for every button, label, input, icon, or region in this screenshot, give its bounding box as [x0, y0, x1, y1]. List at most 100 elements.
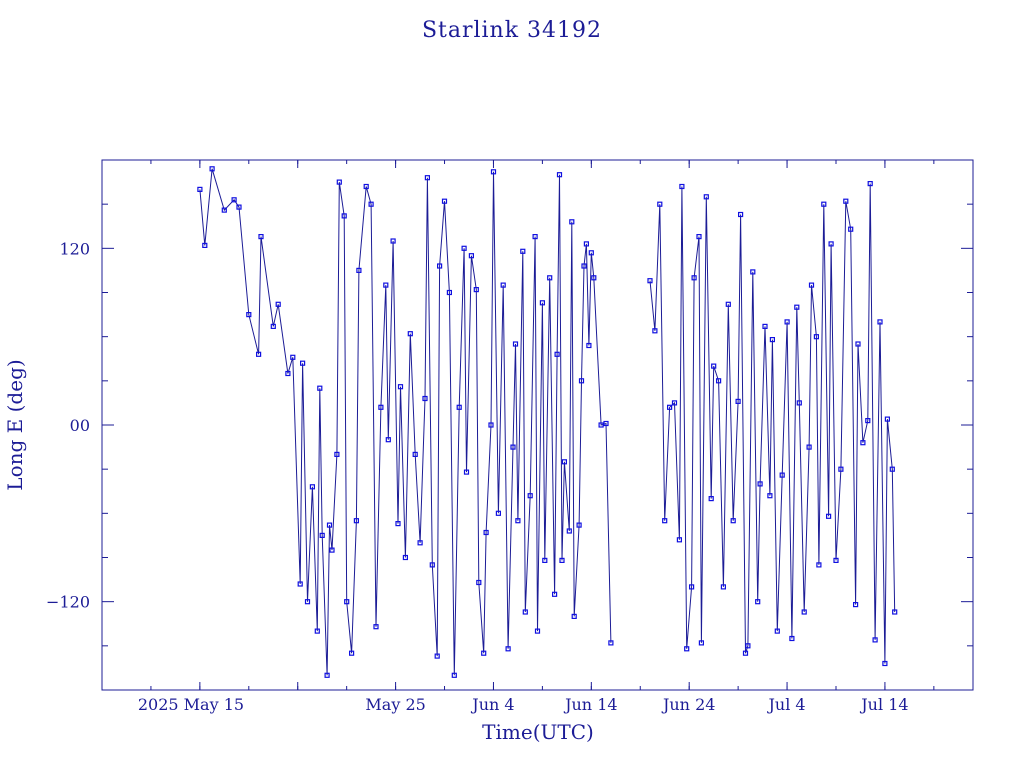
data-point — [730, 518, 736, 524]
data-point — [319, 532, 325, 539]
data-point — [848, 226, 854, 232]
data-point — [757, 481, 763, 487]
data-point — [451, 672, 457, 678]
data-point — [884, 416, 891, 422]
data-point — [762, 323, 768, 329]
data-point — [652, 328, 658, 334]
data-point — [353, 518, 359, 524]
data-point — [344, 599, 350, 605]
data-point — [510, 444, 516, 450]
data-point — [422, 395, 428, 402]
data-point — [324, 672, 330, 678]
data-point — [407, 331, 413, 337]
series-lines — [199, 168, 896, 676]
x-axis-label: Time(UTC) — [482, 720, 594, 744]
data-point — [825, 513, 832, 519]
data-point — [591, 275, 597, 281]
data-point — [852, 601, 859, 608]
data-point — [522, 609, 528, 615]
data-point — [476, 579, 482, 586]
data-point — [209, 166, 215, 172]
y-axis-label: Long E (deg) — [3, 359, 27, 490]
data-point — [527, 493, 533, 499]
data-point — [742, 650, 749, 656]
data-point — [608, 640, 614, 646]
data-point — [671, 400, 678, 406]
data-point — [769, 337, 776, 343]
data-point — [395, 520, 401, 527]
data-point — [483, 529, 489, 536]
data-point — [236, 204, 242, 210]
data-point — [424, 175, 430, 181]
data-point — [221, 207, 227, 213]
data-point — [598, 422, 604, 428]
data-point — [691, 275, 697, 281]
data-point — [882, 660, 888, 667]
x-tick-label: Jun 24 — [661, 695, 715, 714]
data-point — [794, 304, 800, 310]
data-point — [304, 599, 311, 605]
data-point — [437, 263, 443, 269]
data-point — [534, 628, 541, 634]
data-point — [855, 341, 861, 347]
series-line — [199, 168, 612, 676]
data-point — [588, 250, 594, 256]
data-point — [329, 547, 335, 553]
data-point — [755, 599, 761, 605]
data-point — [300, 360, 306, 366]
data-point — [500, 282, 506, 288]
data-point — [828, 241, 834, 247]
data-point — [490, 169, 497, 175]
data-point — [326, 522, 333, 528]
y-tick-label: 120 — [59, 239, 90, 258]
data-point — [417, 540, 423, 546]
data-point — [383, 282, 389, 288]
data-point — [434, 653, 440, 659]
data-point — [657, 201, 663, 207]
data-point — [715, 378, 722, 384]
data-point — [676, 537, 683, 543]
data-point — [583, 241, 590, 247]
data-point — [867, 181, 873, 187]
data-point — [801, 609, 807, 615]
data-point — [767, 493, 773, 499]
data-point — [796, 400, 802, 406]
data-point — [647, 278, 653, 284]
data-point — [779, 472, 785, 478]
data-point — [789, 635, 795, 642]
data-point — [532, 234, 538, 240]
y-tick-labels: 120 00 −120 — [46, 239, 90, 611]
data-point — [581, 263, 587, 269]
data-point — [542, 557, 548, 564]
x-tick-label: 2025 May 15 — [138, 695, 244, 714]
data-point — [698, 640, 705, 646]
data-point — [397, 384, 404, 390]
data-point — [684, 646, 690, 652]
data-point — [877, 319, 883, 325]
y-tick-label: 00 — [70, 416, 90, 435]
data-point — [725, 301, 731, 307]
data-point — [495, 510, 501, 516]
data-point — [551, 591, 558, 597]
data-point — [285, 370, 291, 377]
data-point — [197, 186, 203, 192]
data-point — [246, 312, 252, 318]
data-point — [202, 242, 208, 248]
data-point — [363, 183, 369, 190]
data-point — [463, 469, 470, 475]
data-point — [892, 609, 898, 615]
data-point — [334, 451, 340, 457]
data-point — [373, 624, 379, 630]
data-point — [441, 198, 448, 204]
data-point — [872, 637, 878, 643]
x-tick-labels: 2025 May 15 May 25 Jun 4 Jun 14 Jun 24 Jul 4 J… — [138, 695, 909, 714]
data-point — [576, 522, 582, 528]
data-point — [473, 287, 479, 293]
data-point — [314, 628, 320, 634]
data-point — [270, 323, 276, 329]
data-point — [258, 234, 264, 240]
data-point — [290, 354, 296, 360]
data-point — [554, 351, 560, 357]
data-point — [488, 422, 494, 428]
